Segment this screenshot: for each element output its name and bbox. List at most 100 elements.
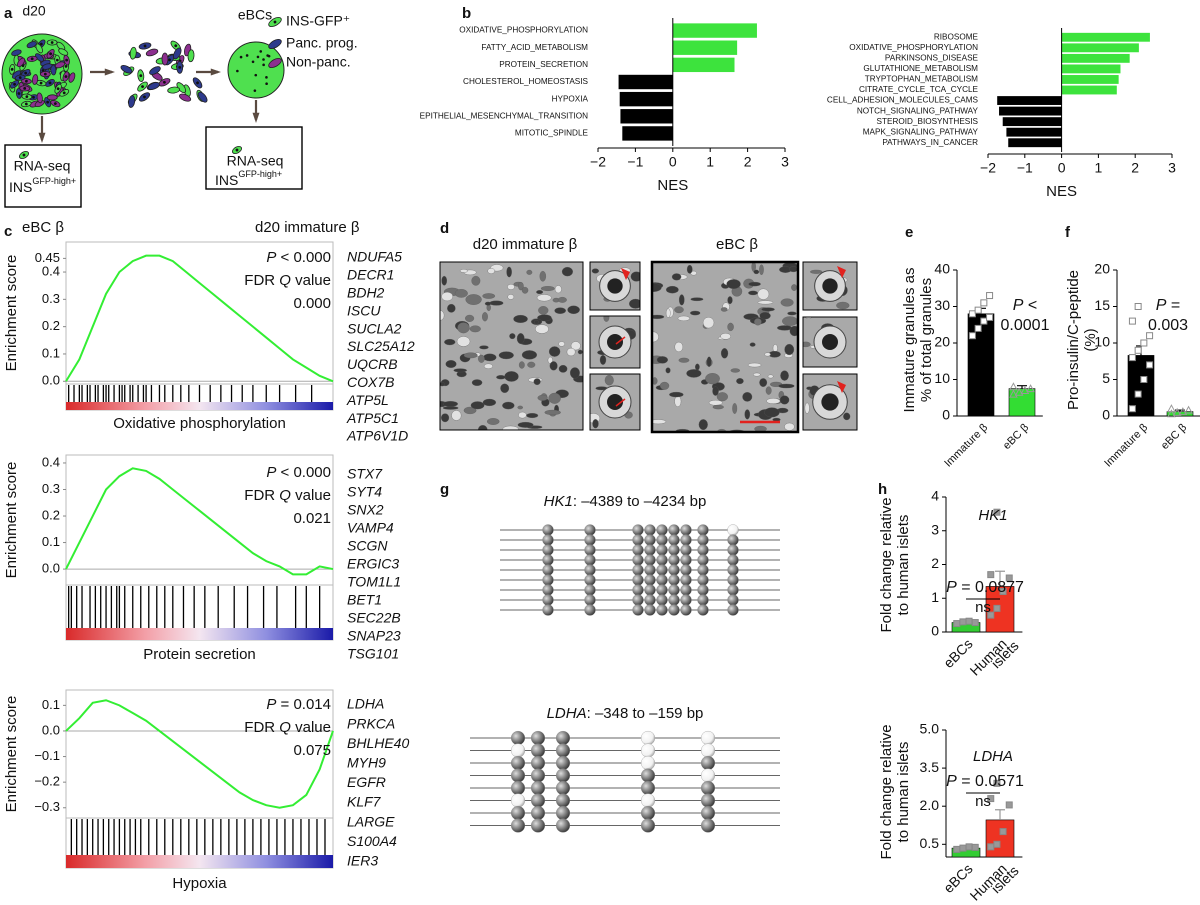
cpg-site [668,574,680,586]
organelle [772,344,778,353]
y-tick-label: 1 [931,589,939,605]
cell-body [120,65,133,74]
rank-color-bar [66,628,333,640]
cell-icon [17,57,26,68]
cell-icon [50,100,61,108]
cell-icon [26,41,37,49]
cpg-site [584,584,596,596]
organelle [502,401,515,410]
organelle [757,300,774,305]
es-curve [65,254,334,383]
cell-icon [176,60,184,74]
cpg-site [644,544,656,556]
gene-label: SLC25A12 [347,338,415,354]
organelle [779,395,790,405]
organelle [507,284,515,290]
stat-part: FDR [244,272,279,289]
organelle [453,368,467,373]
nucleus-dot [259,50,263,53]
cpg-site [530,780,546,796]
cpg-site [680,544,692,556]
data-point [987,571,995,579]
gene-label: SYT4 [347,484,382,500]
organelle [443,401,458,407]
cell-nucleus [178,65,182,69]
cpg-site [656,544,668,556]
micrograph-border [589,261,641,311]
annotation-part: = [1166,297,1180,314]
organelle [533,378,541,386]
stat-line: FDR Q value [244,719,331,736]
organelle [469,325,481,333]
cell-nucleus [18,76,22,80]
organelle [698,419,708,430]
cpg-site [680,524,692,536]
micrograph-border [589,373,641,431]
organelle [540,286,555,291]
cpg-site [700,793,716,808]
organelle [544,409,561,416]
stat-part: 0.000 [293,295,331,312]
cell-icon [179,93,192,102]
data-point [1167,404,1176,413]
cell-icon [197,91,208,103]
cpg-site [656,534,668,546]
cell-icon [50,64,57,76]
cell-body [41,63,53,70]
organelle [730,368,740,373]
data-point [959,618,967,626]
cell-icon [68,72,76,83]
cell-icon [129,46,137,60]
cell-icon [32,74,39,85]
organelle [471,275,481,286]
organelle [561,266,573,277]
data-point [993,840,1001,848]
cpg-site [644,574,656,586]
x-tick-label: −1 [627,154,643,170]
organelle [747,362,762,368]
y-axis-label: Fold change relative [878,724,895,859]
organelle [748,281,761,287]
cpg-site [632,544,644,556]
organelle [778,383,795,389]
micrograph-border [802,316,858,368]
x-tick-label: −2 [980,160,996,176]
organelle [836,301,850,310]
category-label: GLUTATHIONE_METABOLISM [863,64,978,73]
cell-nucleus [24,71,28,75]
organelle [652,419,667,425]
cpg-site [700,768,716,783]
y-tick-label: 2 [931,555,939,571]
ebc-cluster [227,41,285,99]
micrograph [803,374,857,430]
cpg-site [510,793,526,808]
nucleus-dot [265,82,268,85]
rna-seq-label: RNA-seq [227,153,284,169]
organelle [702,317,715,329]
organelle [766,398,781,404]
stat-part: < 0.000 [276,464,331,481]
nucleus-dot [256,55,260,59]
bar [1061,43,1139,53]
group-header: eBC β [22,219,64,236]
stat-part: value [291,487,331,504]
cpg-site [727,564,739,576]
organelle [538,306,549,315]
cpg-site [697,554,709,566]
cpg-site [530,755,546,771]
y-tick-label: 0.5 [920,835,940,851]
stat-line: 0.021 [293,510,331,527]
cpg-site [697,604,709,616]
cell-body [46,94,58,101]
cpg-site [644,534,656,546]
organelle [478,425,488,430]
cpg-site [668,554,680,566]
cpg-site [727,534,739,546]
micrograph-border [650,260,800,434]
cpg-site [510,805,526,821]
cell-icon [21,93,33,100]
organelle [695,363,700,371]
category-label: FATTY_ACID_METABOLISM [481,43,588,52]
cpg-site [510,743,526,758]
annotation-part: 0.0001 [1001,317,1050,334]
